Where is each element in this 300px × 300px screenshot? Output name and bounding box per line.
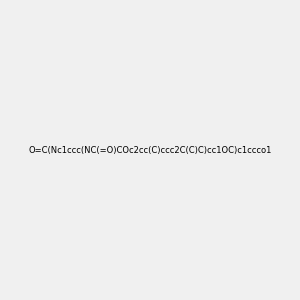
- Text: O=C(Nc1ccc(NC(=O)COc2cc(C)ccc2C(C)C)cc1OC)c1ccco1: O=C(Nc1ccc(NC(=O)COc2cc(C)ccc2C(C)C)cc1O…: [28, 146, 272, 154]
